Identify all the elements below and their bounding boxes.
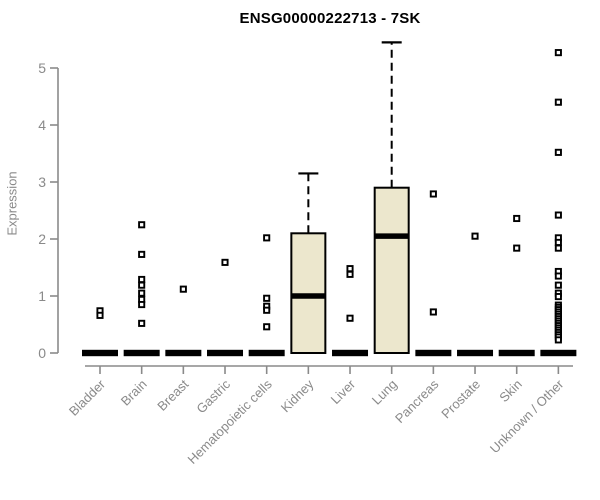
outlier-point: [554, 293, 562, 301]
box-kidney: [290, 232, 327, 354]
outlier-point: [554, 238, 562, 246]
collapsed-box-bladder: [82, 349, 118, 357]
outlier-point: [263, 294, 271, 302]
outlier-point: [138, 221, 146, 229]
outlier-point: [263, 234, 271, 242]
collapsed-box-prostate: [457, 349, 494, 357]
outlier-point: [554, 244, 562, 252]
outlier-point: [554, 98, 562, 106]
collapsed-box-brain: [123, 349, 160, 357]
outlier-point: [138, 301, 146, 309]
outlier-point: [554, 281, 562, 289]
outlier-point: [346, 314, 354, 322]
y-axis-title: Expression: [4, 171, 20, 236]
collapsed-box-breast: [165, 349, 202, 357]
outlier-point: [263, 323, 271, 331]
outlier-point: [429, 190, 437, 198]
outlier-point: [138, 319, 146, 327]
outlier-point: [554, 49, 562, 57]
y-tick-label: 2: [38, 231, 46, 247]
outlier-point: [554, 272, 562, 280]
outlier-point: [138, 281, 146, 289]
outlier-point: [429, 308, 437, 316]
outlier-point: [554, 336, 562, 344]
y-tick-label: 3: [38, 174, 46, 190]
x-category-label: Lung: [369, 377, 400, 408]
x-category-label: Unknown / Other: [487, 376, 567, 456]
x-category-label: Skin: [496, 377, 524, 405]
y-tick-label: 1: [38, 288, 46, 304]
outlier-point: [471, 232, 479, 240]
outlier-point: [221, 258, 229, 266]
y-tick-label: 4: [38, 117, 46, 133]
x-category-label: Prostate: [438, 377, 483, 422]
x-category-label: Bladder: [66, 376, 109, 419]
chart-title: ENSG00000222713 - 7SK: [239, 10, 421, 27]
outlier-point: [96, 311, 104, 319]
outlier-point: [138, 250, 146, 258]
collapsed-box-unknown-other: [540, 349, 577, 357]
box-lung: [373, 186, 410, 354]
collapsed-box-pancreas: [415, 349, 452, 357]
x-category-label: Brain: [118, 377, 150, 409]
collapsed-box-liver: [332, 349, 369, 357]
outlier-point: [179, 285, 187, 293]
outlier-point: [263, 306, 271, 314]
y-tick-label: 5: [38, 60, 46, 76]
collapsed-box-gastric: [207, 349, 244, 357]
outlier-point: [513, 244, 521, 252]
x-category-label: Gastric: [193, 376, 233, 416]
x-category-label: Breast: [154, 376, 191, 413]
collapsed-box-hematopoietic-cells: [248, 349, 285, 357]
outlier-point: [346, 270, 354, 278]
outlier-point: [554, 211, 562, 219]
outlier-point: [138, 275, 146, 284]
x-category-label: Kidney: [278, 376, 317, 415]
outlier-point: [346, 265, 354, 273]
outlier-point: [513, 214, 521, 223]
collapsed-box-skin: [498, 349, 535, 357]
y-tick-label: 0: [38, 345, 46, 361]
x-category-label: Liver: [328, 376, 359, 407]
outlier-point: [554, 148, 562, 156]
outlier-point: [138, 289, 146, 297]
x-category-label: Pancreas: [392, 376, 442, 426]
